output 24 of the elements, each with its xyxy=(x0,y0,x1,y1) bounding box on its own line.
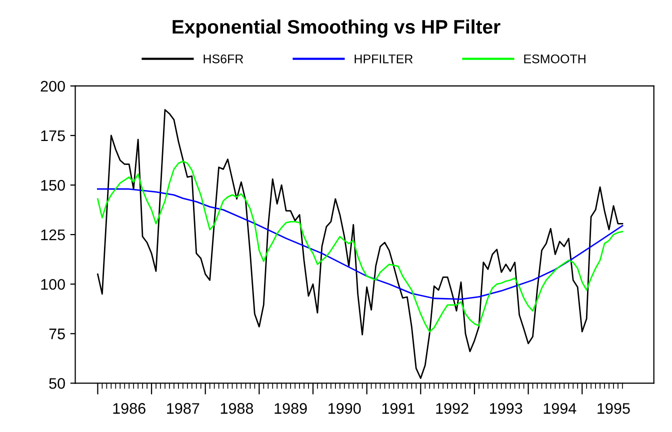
chart-title: Exponential Smoothing vs HP Filter xyxy=(172,19,500,38)
y-tick-label: 50 xyxy=(49,378,65,389)
line-series xyxy=(97,109,624,379)
x-tick-label: 1994 xyxy=(544,403,576,414)
x-tick-label: 1988 xyxy=(220,403,254,414)
y-tick-label: 200 xyxy=(40,80,65,92)
x-tick-label: 1992 xyxy=(436,403,468,414)
legend-label: HS6FR xyxy=(204,54,244,64)
x-tick-label: 1986 xyxy=(113,403,146,414)
x-tick-label: 1990 xyxy=(328,403,361,414)
legend-label: ESMOOTH xyxy=(524,54,586,64)
y-tick-label: 125 xyxy=(41,229,65,240)
x-tick-label: 1991 xyxy=(382,403,414,414)
line-series xyxy=(97,160,624,332)
x-tick-label: 1993 xyxy=(490,403,522,414)
y-tick-label: 100 xyxy=(41,278,65,290)
y-tick-label: 75 xyxy=(49,328,65,340)
y-tick-label: 175 xyxy=(41,130,65,142)
line-series xyxy=(97,188,624,300)
x-tick-label: 1995 xyxy=(598,403,630,414)
legend-label: HPFILTER xyxy=(354,54,413,64)
x-tick-label: 1987 xyxy=(167,403,200,414)
y-tick-label: 150 xyxy=(41,180,65,191)
x-tick-label: 1989 xyxy=(274,403,307,414)
